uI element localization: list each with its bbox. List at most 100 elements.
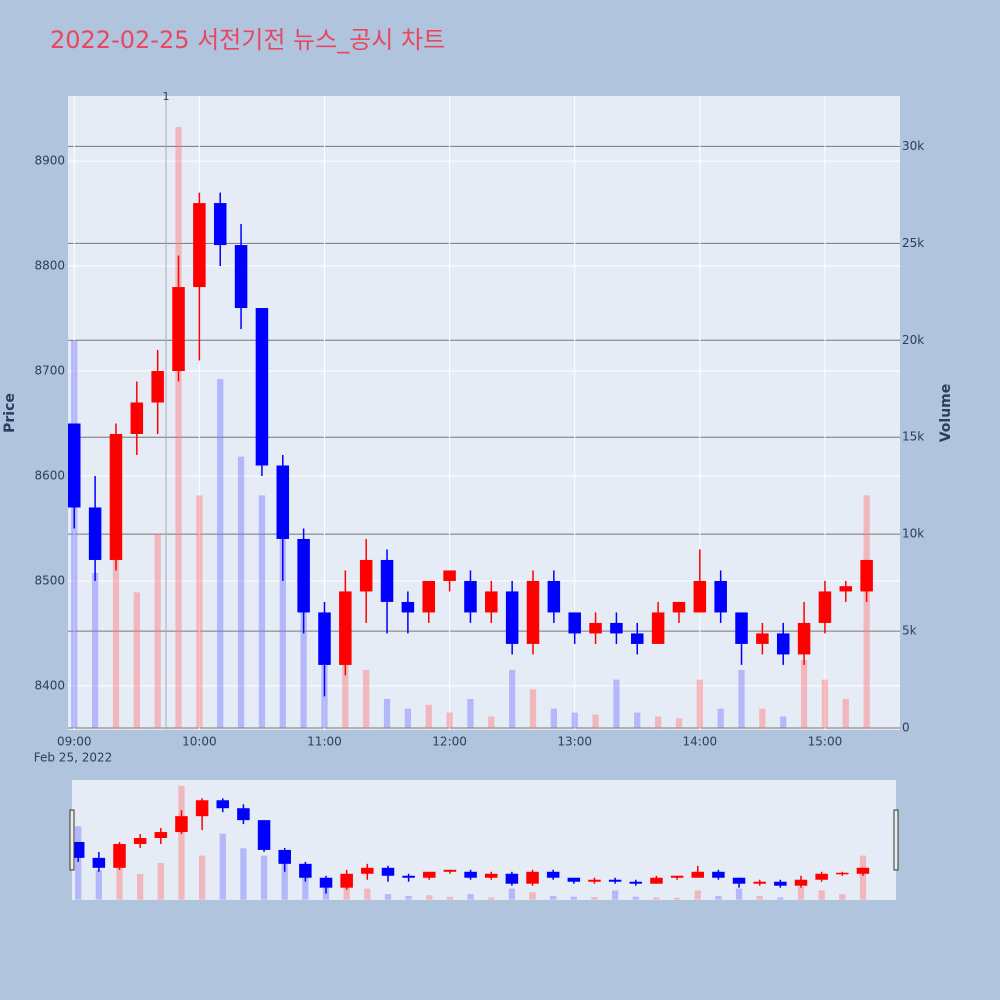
candle-body bbox=[608, 879, 622, 882]
volume-bar bbox=[634, 712, 641, 729]
candle-body bbox=[257, 820, 271, 850]
candle-body bbox=[794, 879, 808, 886]
volume-bar bbox=[342, 650, 349, 729]
range-slider[interactable] bbox=[72, 780, 896, 900]
volume-bar bbox=[529, 689, 537, 729]
candle-body bbox=[815, 873, 828, 880]
volume-bar bbox=[300, 553, 307, 729]
chart-title: 2022-02-25 서전기전 뉴스_공시 차트 bbox=[50, 26, 445, 54]
candle-body bbox=[340, 873, 353, 888]
y-tick-label: 8500 bbox=[34, 573, 65, 587]
candle-body bbox=[672, 601, 686, 613]
volume-bar bbox=[258, 495, 266, 729]
volume-bar bbox=[178, 785, 185, 900]
candle-body bbox=[464, 871, 477, 878]
candle-body bbox=[339, 591, 352, 665]
candle-body bbox=[485, 591, 498, 613]
volume-bar bbox=[735, 888, 743, 900]
candle-body bbox=[836, 872, 849, 875]
candle-body bbox=[422, 580, 435, 613]
candle-body bbox=[172, 287, 185, 372]
volume-bar bbox=[696, 679, 703, 729]
candle-body bbox=[130, 402, 144, 434]
y2-axis-title: Volume bbox=[938, 384, 954, 443]
candle-body bbox=[109, 433, 123, 560]
volume-bar bbox=[612, 890, 619, 900]
range-handle[interactable] bbox=[69, 809, 75, 871]
volume-bar bbox=[384, 894, 392, 900]
volume-bar bbox=[467, 894, 474, 900]
volume-bar bbox=[570, 896, 577, 900]
volume-bar bbox=[116, 866, 123, 900]
volume-bar bbox=[818, 890, 825, 900]
candle-body bbox=[276, 465, 290, 539]
candle-body bbox=[423, 871, 436, 878]
candle-body bbox=[756, 633, 769, 644]
y2-tick-label: 15k bbox=[902, 430, 924, 444]
volume-bar bbox=[756, 895, 763, 900]
volume-bar bbox=[217, 379, 224, 729]
x-tick-label: 10:00 bbox=[182, 735, 217, 749]
candle-body bbox=[443, 570, 456, 581]
candle-body bbox=[278, 849, 291, 864]
y-tick-label: 8800 bbox=[34, 259, 65, 273]
volume-bar bbox=[613, 679, 620, 729]
volume-bar bbox=[694, 890, 701, 900]
volume-bar bbox=[281, 859, 288, 900]
volume-bar bbox=[425, 704, 432, 729]
volume-bar bbox=[653, 897, 660, 900]
volume-bar bbox=[198, 855, 206, 900]
candle-body bbox=[651, 612, 665, 644]
volume-bar bbox=[154, 534, 161, 729]
volume-bar bbox=[383, 698, 391, 729]
volume-bar bbox=[759, 708, 766, 729]
volume-bar bbox=[196, 495, 203, 729]
candle-body bbox=[546, 871, 560, 878]
x-tick-label: 12:00 bbox=[432, 735, 467, 749]
candle-body bbox=[567, 877, 581, 882]
candle-body bbox=[505, 591, 519, 644]
candle-body bbox=[318, 612, 331, 665]
candle-body bbox=[735, 612, 748, 644]
volume-bar bbox=[821, 679, 829, 729]
volume-bar bbox=[675, 718, 683, 729]
y2-tick-label: 5k bbox=[902, 624, 917, 638]
candle-body bbox=[484, 873, 498, 878]
volume-bar bbox=[550, 708, 557, 729]
range-handle[interactable] bbox=[893, 809, 899, 871]
volume-bar bbox=[405, 895, 412, 900]
volume-bar bbox=[137, 873, 144, 900]
volume-bar bbox=[571, 712, 578, 729]
volume-bar bbox=[343, 884, 350, 900]
volume-bar bbox=[426, 895, 433, 900]
volume-bar bbox=[95, 870, 102, 900]
y2-tick-label: 0 bbox=[902, 721, 910, 735]
candle-body bbox=[213, 203, 227, 246]
candle-body bbox=[151, 371, 164, 403]
candle-body bbox=[71, 841, 85, 858]
candle-body bbox=[297, 538, 310, 613]
candle-body bbox=[381, 867, 395, 876]
volume-bar bbox=[75, 826, 82, 900]
volume-bar bbox=[446, 712, 453, 729]
candle-body bbox=[299, 863, 312, 878]
candle-body bbox=[88, 507, 102, 560]
volume-bar bbox=[133, 592, 140, 729]
volume-bar bbox=[738, 669, 745, 729]
candle-body bbox=[610, 622, 623, 634]
candle-body bbox=[732, 877, 746, 884]
x-tick-label: 15:00 bbox=[808, 735, 843, 749]
candle-body bbox=[133, 838, 147, 844]
candle-body bbox=[753, 881, 766, 884]
candle-body bbox=[588, 879, 601, 882]
volume-bar bbox=[777, 897, 784, 900]
volume-bar bbox=[508, 888, 516, 900]
candle-body bbox=[860, 559, 873, 592]
volume-bar bbox=[780, 716, 787, 729]
candle-body bbox=[154, 832, 168, 839]
volume-bar bbox=[446, 896, 454, 900]
volume-bar bbox=[404, 708, 412, 729]
volume-bar bbox=[237, 456, 245, 729]
candle-body bbox=[712, 871, 725, 878]
volume-bar bbox=[157, 862, 164, 900]
